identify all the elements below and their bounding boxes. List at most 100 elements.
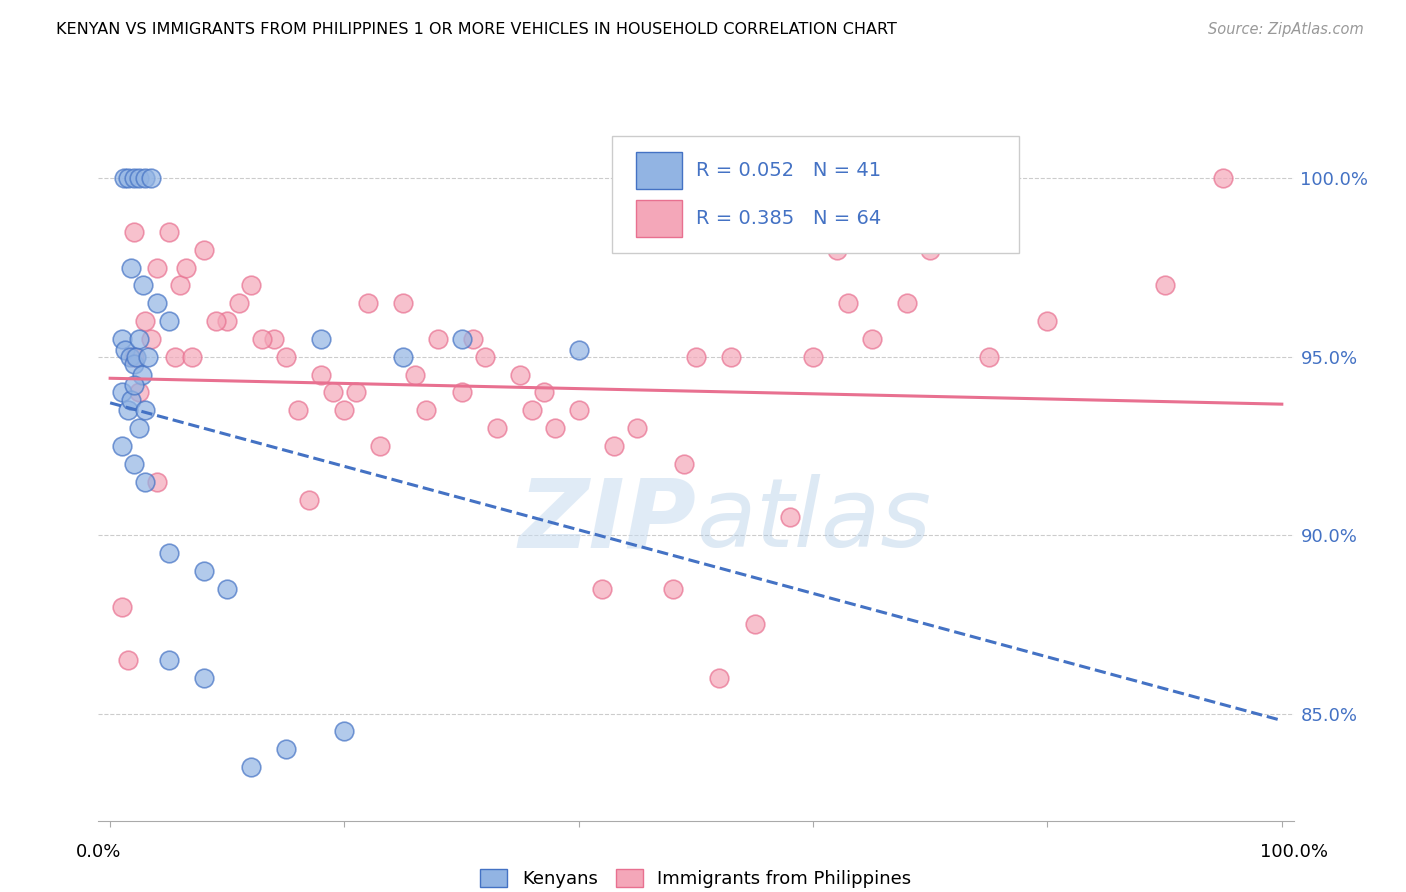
Point — [252, 332, 274, 346]
Point — [193, 564, 215, 578]
Point — [860, 332, 883, 346]
Legend: Kenyans, Immigrants from Philippines: Kenyans, Immigrants from Philippines — [475, 863, 917, 892]
Point — [568, 403, 591, 417]
Point — [174, 260, 197, 275]
Point — [204, 314, 226, 328]
Point — [112, 171, 135, 186]
Point — [120, 392, 142, 407]
Point — [520, 403, 543, 417]
Point — [169, 278, 191, 293]
Point — [217, 314, 239, 328]
Point — [132, 278, 155, 293]
Point — [111, 332, 134, 346]
Point — [344, 385, 367, 400]
Point — [134, 867, 156, 881]
Point — [131, 368, 153, 382]
Point — [128, 171, 150, 186]
Point — [485, 421, 508, 435]
Point — [544, 421, 567, 435]
Point — [141, 332, 163, 346]
Point — [896, 296, 918, 310]
Point — [766, 867, 789, 881]
Point — [157, 546, 180, 560]
Text: KENYAN VS IMMIGRANTS FROM PHILIPPINES 1 OR MORE VEHICLES IN HOUSEHOLD CORRELATIO: KENYAN VS IMMIGRANTS FROM PHILIPPINES 1 … — [56, 22, 897, 37]
Text: Source: ZipAtlas.com: Source: ZipAtlas.com — [1208, 22, 1364, 37]
Point — [117, 171, 139, 186]
Point — [111, 439, 134, 453]
Point — [533, 385, 555, 400]
Point — [825, 243, 848, 257]
Point — [181, 350, 204, 364]
Point — [673, 457, 696, 471]
Point — [333, 403, 356, 417]
Point — [111, 599, 134, 614]
Text: ZIP: ZIP — [517, 475, 696, 567]
Point — [141, 171, 163, 186]
Point — [626, 421, 648, 435]
Text: atlas: atlas — [696, 475, 931, 567]
Point — [117, 403, 139, 417]
Point — [157, 314, 180, 328]
Point — [1036, 314, 1059, 328]
Point — [509, 368, 531, 382]
Point — [404, 368, 426, 382]
Point — [920, 243, 942, 257]
Point — [134, 403, 156, 417]
Point — [239, 760, 262, 774]
Point — [368, 439, 391, 453]
Point — [146, 475, 169, 489]
Point — [720, 350, 742, 364]
Point — [263, 332, 285, 346]
Point — [392, 296, 415, 310]
Point — [122, 171, 145, 186]
Point — [1153, 278, 1175, 293]
Point — [450, 332, 472, 346]
Point — [661, 582, 683, 596]
Point — [120, 260, 142, 275]
Point — [128, 385, 150, 400]
Point — [193, 671, 215, 685]
Bar — [637, 152, 682, 189]
Point — [274, 350, 297, 364]
Point — [136, 350, 159, 364]
Point — [122, 885, 145, 892]
Point — [357, 296, 380, 310]
Point — [744, 617, 766, 632]
Point — [120, 350, 142, 364]
Point — [415, 403, 437, 417]
Point — [274, 742, 297, 756]
Point — [157, 653, 180, 667]
Point — [591, 582, 613, 596]
Point — [333, 724, 356, 739]
Point — [111, 385, 134, 400]
Point — [122, 357, 145, 371]
Point — [125, 350, 148, 364]
Point — [1212, 171, 1234, 186]
Point — [163, 350, 186, 364]
Point — [217, 582, 239, 596]
Point — [322, 385, 344, 400]
Point — [146, 296, 169, 310]
Point — [239, 278, 262, 293]
Point — [122, 225, 145, 239]
Text: R = 0.385   N = 64: R = 0.385 N = 64 — [696, 209, 882, 227]
Point — [450, 385, 472, 400]
Text: 100.0%: 100.0% — [1260, 843, 1327, 861]
Point — [122, 378, 145, 392]
Point — [427, 332, 450, 346]
Point — [603, 439, 626, 453]
Point — [463, 332, 485, 346]
Point — [122, 350, 145, 364]
Point — [392, 350, 415, 364]
Point — [709, 671, 731, 685]
Point — [114, 343, 136, 357]
Point — [134, 314, 156, 328]
Point — [287, 403, 309, 417]
Point — [309, 368, 332, 382]
Point — [977, 350, 1000, 364]
Point — [298, 492, 321, 507]
Point — [128, 421, 150, 435]
Point — [474, 350, 496, 364]
Point — [122, 457, 145, 471]
Point — [134, 475, 156, 489]
